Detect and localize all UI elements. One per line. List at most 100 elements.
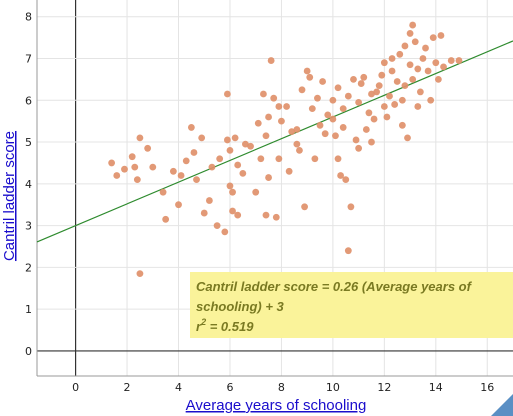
data-point[interactable] <box>339 105 347 113</box>
data-point[interactable] <box>193 176 200 184</box>
data-point[interactable] <box>373 88 381 96</box>
data-point[interactable] <box>355 144 363 152</box>
data-point[interactable] <box>406 61 414 69</box>
data-point[interactable] <box>391 101 399 108</box>
data-point[interactable] <box>133 176 141 184</box>
data-point[interactable] <box>260 90 267 98</box>
data-point[interactable] <box>272 213 280 221</box>
data-point[interactable] <box>334 84 342 92</box>
data-point[interactable] <box>216 155 224 163</box>
data-point[interactable] <box>388 55 396 62</box>
data-point[interactable] <box>298 86 306 94</box>
data-point[interactable] <box>239 169 247 177</box>
data-point[interactable] <box>332 132 339 140</box>
data-point[interactable] <box>301 203 308 211</box>
data-point[interactable] <box>205 197 213 204</box>
data-point[interactable] <box>409 21 417 29</box>
data-point[interactable] <box>434 75 442 83</box>
data-point[interactable] <box>252 188 260 196</box>
data-point[interactable] <box>208 163 216 171</box>
data-point[interactable] <box>398 121 406 129</box>
data-point[interactable] <box>296 147 303 154</box>
data-point[interactable] <box>337 172 345 179</box>
data-point[interactable] <box>352 136 360 144</box>
data-point[interactable] <box>357 80 365 87</box>
data-point[interactable] <box>447 57 455 64</box>
data-point[interactable] <box>319 78 326 85</box>
data-point[interactable] <box>398 96 406 104</box>
data-point[interactable] <box>247 142 254 150</box>
data-point[interactable] <box>409 75 417 83</box>
data-point[interactable] <box>429 34 437 41</box>
data-point[interactable] <box>262 211 270 219</box>
data-point[interactable] <box>275 155 283 163</box>
data-point[interactable] <box>187 124 195 131</box>
data-point[interactable] <box>144 144 152 152</box>
data-point[interactable] <box>224 90 231 98</box>
data-point[interactable] <box>316 121 324 129</box>
data-point[interactable] <box>329 96 337 104</box>
data-point[interactable] <box>396 50 404 58</box>
data-point[interactable] <box>416 88 424 96</box>
data-point[interactable] <box>355 98 363 106</box>
data-point[interactable] <box>347 203 355 211</box>
data-point[interactable] <box>229 188 236 196</box>
data-point[interactable] <box>275 103 283 110</box>
data-point[interactable] <box>380 103 388 110</box>
data-point[interactable] <box>262 132 270 140</box>
data-point[interactable] <box>190 149 198 156</box>
data-point[interactable] <box>388 67 396 75</box>
data-point[interactable] <box>311 155 319 163</box>
data-point[interactable] <box>169 167 177 175</box>
data-point[interactable] <box>267 57 275 64</box>
data-point[interactable] <box>380 59 388 67</box>
data-point[interactable] <box>257 155 265 163</box>
data-point[interactable] <box>283 103 290 110</box>
data-point[interactable] <box>306 73 314 81</box>
data-point[interactable] <box>393 78 401 85</box>
data-point[interactable] <box>285 167 293 175</box>
data-point[interactable] <box>324 111 332 119</box>
data-point[interactable] <box>411 38 419 46</box>
data-point[interactable] <box>401 82 409 90</box>
data-point[interactable] <box>440 63 447 71</box>
data-point[interactable] <box>375 82 383 90</box>
data-point[interactable] <box>455 57 463 64</box>
data-point[interactable] <box>368 90 375 98</box>
data-point[interactable] <box>234 211 242 219</box>
data-point[interactable] <box>386 92 393 100</box>
data-point[interactable] <box>422 44 429 52</box>
data-point[interactable] <box>136 134 144 142</box>
data-point[interactable] <box>321 130 329 138</box>
data-point[interactable] <box>234 161 242 169</box>
data-point[interactable] <box>198 134 206 142</box>
data-point[interactable] <box>383 113 391 121</box>
data-point[interactable] <box>242 140 249 148</box>
data-point[interactable] <box>221 228 229 236</box>
data-point[interactable] <box>231 134 239 142</box>
data-point[interactable] <box>314 94 321 102</box>
data-point[interactable] <box>329 115 337 123</box>
data-point[interactable] <box>128 153 136 161</box>
data-point[interactable] <box>254 119 262 127</box>
data-point[interactable] <box>427 96 435 104</box>
data-point[interactable] <box>293 126 301 133</box>
data-point[interactable] <box>378 71 386 79</box>
data-point[interactable] <box>177 172 185 179</box>
data-point[interactable] <box>350 75 357 83</box>
data-point[interactable] <box>265 174 272 181</box>
data-point[interactable] <box>182 157 190 165</box>
data-point[interactable] <box>226 147 234 154</box>
data-point[interactable] <box>308 105 316 113</box>
data-point[interactable] <box>121 165 128 173</box>
data-point[interactable] <box>270 94 278 102</box>
data-point[interactable] <box>113 172 121 179</box>
data-point[interactable] <box>293 140 301 148</box>
data-point[interactable] <box>278 117 285 125</box>
data-point[interactable] <box>200 209 208 217</box>
data-point[interactable] <box>419 55 427 62</box>
data-point[interactable] <box>288 128 296 136</box>
data-point[interactable] <box>159 188 167 196</box>
data-point[interactable] <box>149 163 157 171</box>
data-point[interactable] <box>136 270 144 278</box>
